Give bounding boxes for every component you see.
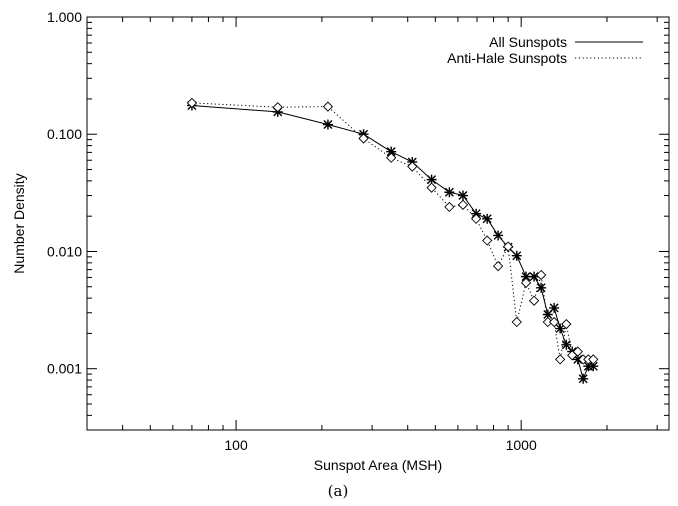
asterisk-marker xyxy=(322,119,333,130)
axes: 100 1000 0.001 0.010 0.100 1.000 Sunspot Area … xyxy=(11,9,670,473)
diamond-marker xyxy=(426,182,437,193)
asterisk-marker xyxy=(542,309,553,320)
y-tick-label: 0.001 xyxy=(47,361,82,377)
asterisk-marker xyxy=(457,190,468,201)
series-line xyxy=(191,102,594,360)
series-anti-hale-sunspots xyxy=(186,97,599,365)
x-tick-label: 1000 xyxy=(506,437,537,453)
diamond-marker xyxy=(588,354,599,365)
diamond-marker xyxy=(272,102,283,113)
diamond-marker xyxy=(561,318,572,330)
asterisk-marker xyxy=(536,282,547,293)
y-axis-title: Number Density xyxy=(11,173,27,273)
diamond-marker xyxy=(322,101,334,112)
diamond-marker xyxy=(520,277,532,288)
figure-caption: (a) xyxy=(328,482,349,500)
legend-label: All Sunspots xyxy=(489,34,567,50)
asterisk-marker xyxy=(426,174,437,185)
series-all-sunspots xyxy=(186,100,599,384)
diamond-marker xyxy=(186,97,198,109)
series-line xyxy=(191,105,594,381)
asterisk-marker xyxy=(555,323,566,334)
legend-label: Anti-Hale Sunspots xyxy=(447,50,567,66)
asterisk-marker xyxy=(588,361,599,372)
diamond-marker xyxy=(536,269,547,281)
asterisk-marker xyxy=(444,187,455,198)
asterisk-marker xyxy=(386,146,397,157)
diamond-marker xyxy=(358,133,369,144)
asterisk-marker xyxy=(578,373,589,384)
asterisk-marker xyxy=(549,302,560,313)
asterisk-marker xyxy=(572,354,583,365)
diamond-marker xyxy=(407,161,418,172)
diamond-marker xyxy=(511,316,522,328)
diamond-marker xyxy=(572,346,583,357)
diamond-marker xyxy=(386,152,397,163)
asterisk-marker xyxy=(561,339,572,350)
diamond-marker xyxy=(555,354,566,365)
y-tick-label: 1.000 xyxy=(47,9,82,25)
asterisk-marker xyxy=(529,271,540,282)
x-tick-label: 100 xyxy=(224,437,248,453)
diamond-marker xyxy=(470,213,482,224)
asterisk-marker xyxy=(482,213,493,224)
diamond-marker xyxy=(528,295,540,306)
data-series xyxy=(186,97,599,384)
diamond-marker xyxy=(492,260,504,272)
asterisk-marker xyxy=(493,230,504,241)
asterisk-marker xyxy=(511,250,522,261)
diamond-marker xyxy=(548,316,560,328)
y-tick-label: 0.010 xyxy=(47,243,82,259)
asterisk-marker xyxy=(521,271,532,282)
diamond-marker xyxy=(457,199,469,210)
plot-frame xyxy=(86,16,670,431)
diamond-marker xyxy=(482,235,493,246)
y-tick-label: 0.100 xyxy=(47,126,82,142)
x-axis-title: Sunspot Area (MSH) xyxy=(314,457,442,473)
diamond-marker xyxy=(444,201,455,213)
diamond-marker xyxy=(502,241,514,252)
